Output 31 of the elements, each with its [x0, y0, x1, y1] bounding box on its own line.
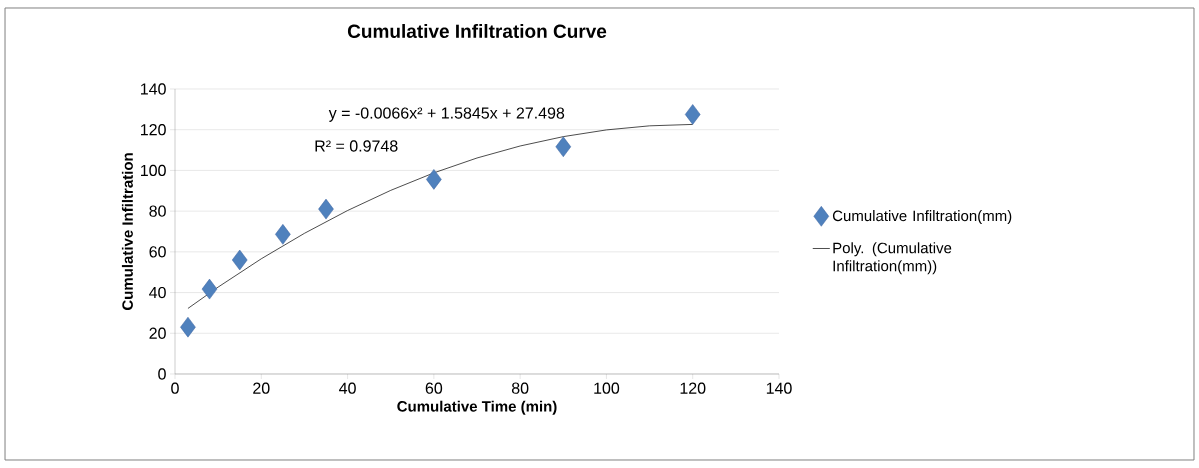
- x-tick-label: 100: [594, 382, 620, 394]
- x-tick-label: 80: [511, 382, 529, 394]
- point: [684, 104, 701, 125]
- y-tick-label: 140: [141, 83, 166, 95]
- x-tick-label: 140: [766, 382, 792, 394]
- x-axis-title: Cumulative Time (min): [397, 400, 557, 415]
- y-axis-title: Cumulative Infiltration: [121, 153, 133, 311]
- point: [426, 169, 442, 190]
- y-tick-label: 120: [141, 124, 166, 136]
- y-tick-label: 100: [141, 164, 166, 177]
- annotation: R² = 0.9748: [315, 140, 398, 152]
- legend-label: Cumulative Infiltration(mm): [832, 210, 1012, 225]
- y-tick-label: 0: [158, 368, 166, 380]
- y-tick-label: 40: [149, 286, 166, 299]
- x-tick-label: 120: [680, 382, 706, 394]
- x-tick-label: 0: [171, 382, 179, 394]
- point: [318, 198, 334, 220]
- point: [180, 316, 196, 338]
- y-tick-label: 60: [149, 246, 166, 258]
- x-tick-label: 20: [253, 382, 270, 394]
- point: [201, 278, 218, 300]
- x-tick-label: 40: [339, 382, 356, 394]
- legend-label: Poly. (Cumulative Infiltration(mm)): [833, 242, 952, 275]
- x-tick-label: 60: [425, 382, 443, 394]
- y-tick-label: 80: [149, 205, 166, 217]
- point: [555, 136, 572, 158]
- annotation: y = -0.0066x² + 1.5845x + 27.498: [328, 107, 565, 122]
- chart-title: Cumulative Infiltration Curve: [347, 24, 607, 38]
- y-tick-label: 20: [149, 327, 166, 339]
- point: [275, 224, 291, 245]
- point: [231, 249, 248, 271]
